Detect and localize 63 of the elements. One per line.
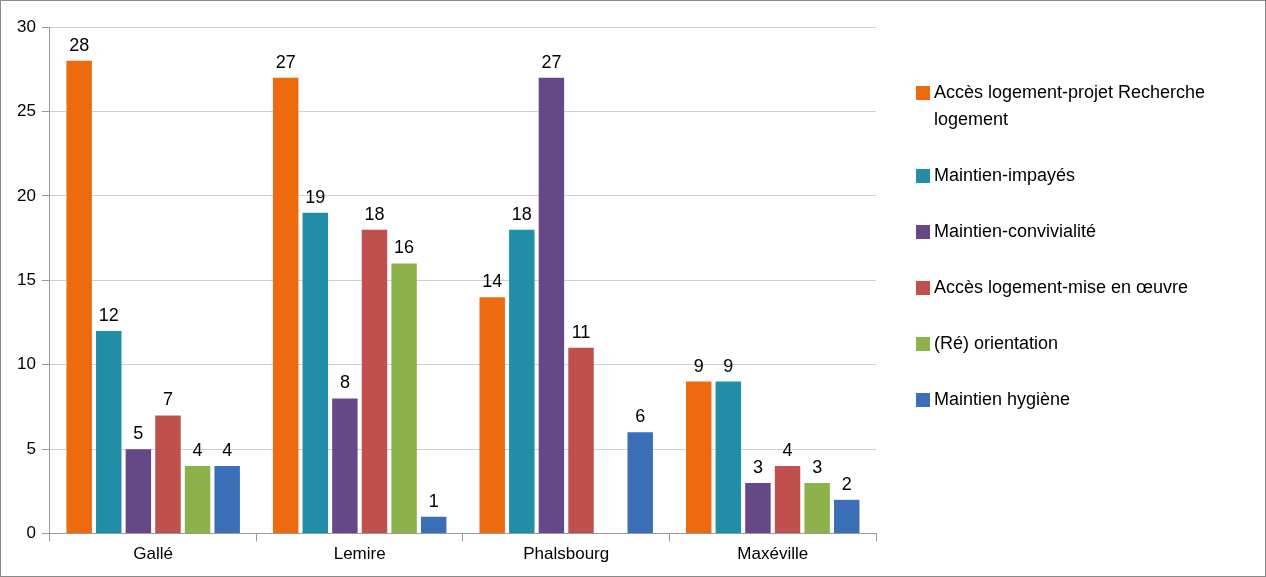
x-tick-label: Gallé xyxy=(133,544,174,564)
x-tick-label: Lemire xyxy=(333,544,386,564)
data-label: 3 xyxy=(812,456,823,477)
legend-label: Maintien-convivialité xyxy=(934,220,1097,243)
data-label: 9 xyxy=(723,355,734,376)
data-label: 27 xyxy=(541,51,562,72)
bar xyxy=(420,516,447,534)
legend-label: Maintien hygiène xyxy=(934,388,1071,411)
y-tick-label: 30 xyxy=(16,16,36,36)
bar xyxy=(538,77,565,534)
data-label: 27 xyxy=(275,51,296,72)
y-tick-label: 25 xyxy=(16,101,36,121)
bar xyxy=(745,482,771,534)
bar xyxy=(391,263,417,534)
bar xyxy=(804,482,830,534)
data-label: 11 xyxy=(571,321,591,342)
data-label: 18 xyxy=(511,203,532,224)
data-label: 16 xyxy=(394,237,415,258)
data-label: 12 xyxy=(98,304,119,325)
bar xyxy=(66,60,92,534)
bar xyxy=(568,347,594,534)
bar xyxy=(214,466,240,534)
data-label: 7 xyxy=(162,389,173,410)
bar xyxy=(184,466,211,534)
data-label: 18 xyxy=(364,203,385,224)
legend-label: Accès logement-projet Recherche logement xyxy=(934,81,1207,131)
legend-label: Maintien-impayés xyxy=(934,164,1076,187)
data-label: 6 xyxy=(635,406,646,427)
legend-label: Accès logement-mise en œuvre xyxy=(934,276,1189,299)
data-label: 1 xyxy=(428,490,439,511)
data-label: 28 xyxy=(69,34,90,55)
legend-label: (Ré) orientation xyxy=(934,332,1059,355)
data-label: 5 xyxy=(133,423,144,444)
x-tick-label: Maxéville xyxy=(737,544,809,564)
y-tick-label: 20 xyxy=(16,185,36,205)
bar xyxy=(774,466,801,534)
bar xyxy=(686,381,712,534)
bar xyxy=(834,499,860,534)
bar xyxy=(332,398,358,534)
y-tick-label: 0 xyxy=(26,523,36,543)
data-label: 3 xyxy=(752,456,763,477)
bar xyxy=(272,77,299,534)
bar xyxy=(715,381,742,534)
data-label: 9 xyxy=(693,355,704,376)
data-label: 4 xyxy=(192,440,203,461)
data-label: 19 xyxy=(305,186,326,207)
data-label: 8 xyxy=(339,372,350,393)
bar xyxy=(125,449,152,534)
y-tick-label: 5 xyxy=(26,438,36,458)
bar xyxy=(509,229,535,534)
data-label: 4 xyxy=(222,440,233,461)
y-tick-label: 15 xyxy=(16,269,36,289)
data-label: 4 xyxy=(782,440,793,461)
data-label: 2 xyxy=(841,473,852,494)
data-label: 14 xyxy=(482,271,503,292)
bar xyxy=(155,415,181,534)
bar xyxy=(96,330,122,534)
bar xyxy=(627,432,653,534)
bar xyxy=(302,212,329,534)
bar xyxy=(479,297,505,534)
y-tick-label: 10 xyxy=(16,354,36,374)
x-tick-label: Phalsbourg xyxy=(523,544,610,564)
bar xyxy=(361,229,388,534)
